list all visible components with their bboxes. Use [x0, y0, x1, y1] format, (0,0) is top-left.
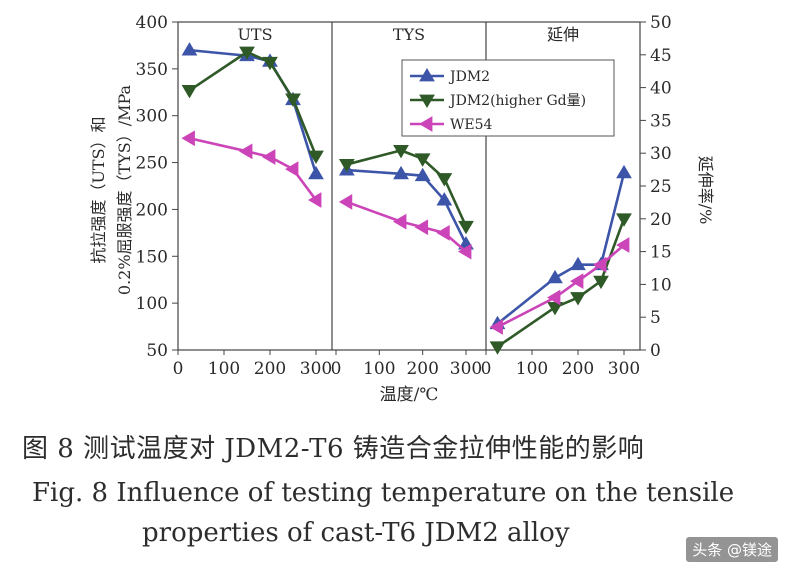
- panel-title: TYS: [393, 25, 425, 44]
- data-point: [308, 165, 324, 180]
- x-tick-label: 100: [208, 359, 240, 379]
- data-point: [414, 153, 431, 167]
- data-point: [239, 46, 255, 60]
- x-tick-label: 300: [608, 359, 640, 379]
- data-point: [570, 292, 586, 306]
- legend-marker: [419, 116, 433, 132]
- data-point: [489, 319, 503, 335]
- y-tick-label-left: 100: [136, 294, 168, 314]
- y-tick-label-left: 200: [136, 200, 168, 220]
- x-tick-label: 100: [516, 359, 548, 379]
- legend-label: JDM2(higher Gd量): [448, 93, 586, 109]
- data-point: [414, 167, 431, 182]
- y-tick-label-left: 350: [136, 60, 168, 80]
- x-axis-label: 温度/℃: [380, 385, 439, 405]
- y-tick-label-left: 250: [136, 154, 168, 174]
- data-point: [458, 220, 474, 235]
- data-point: [308, 192, 322, 208]
- data-point: [262, 149, 276, 165]
- data-point: [458, 243, 472, 260]
- y-axis-label-right: 延伸率/%: [696, 156, 715, 225]
- y-tick-label-right: 45: [650, 46, 672, 66]
- series-line: [346, 149, 468, 227]
- y-tick-label-right: 5: [650, 308, 661, 328]
- data-point: [181, 85, 198, 99]
- x-tick-label: 0: [173, 359, 184, 379]
- data-point: [393, 144, 409, 159]
- data-point: [547, 289, 561, 306]
- y-tick-label-left: 50: [146, 341, 168, 361]
- data-point: [181, 42, 198, 56]
- legend-label: WE54: [450, 117, 493, 133]
- x-tick-label: 300: [450, 359, 482, 379]
- data-point: [489, 341, 506, 355]
- y-tick-label-right: 0: [650, 341, 661, 361]
- y-tick-label-right: 25: [650, 177, 672, 197]
- data-point: [393, 213, 407, 230]
- x-tick-label: 0: [481, 359, 492, 379]
- data-point: [570, 273, 584, 289]
- y-tick-label-right: 50: [650, 13, 672, 33]
- data-point: [414, 219, 429, 236]
- data-point: [239, 143, 253, 160]
- x-tick-label: 300: [300, 359, 332, 379]
- series-line: [496, 244, 625, 329]
- data-point: [436, 224, 450, 241]
- x-tick-label: 100: [363, 359, 395, 379]
- y-tick-label-right: 35: [650, 111, 672, 131]
- y-tick-label-right: 15: [650, 243, 672, 263]
- data-point: [547, 301, 563, 316]
- data-point: [570, 256, 586, 271]
- y-axis-label-left: 抗拉强度（UTS）和: [89, 116, 108, 263]
- legend-marker: [419, 94, 435, 108]
- data-point: [262, 56, 278, 71]
- x-tick-label: 200: [254, 359, 286, 379]
- data-point: [593, 275, 609, 290]
- y-tick-label-right: 30: [650, 144, 672, 164]
- data-point: [616, 213, 632, 227]
- figure-caption-chinese: 图 8 测试温度对 JDM2-T6 铸造合金拉伸性能的影响: [22, 434, 645, 464]
- figure-caption-english-line2: properties of cast-T6 JDM2 alloy: [142, 518, 570, 548]
- y-tick-label-right: 10: [650, 275, 672, 295]
- series-line: [496, 172, 626, 325]
- y-tick-label-left: 150: [136, 247, 168, 267]
- data-point: [285, 93, 301, 107]
- x-tick-label: 200: [562, 359, 594, 379]
- watermark: 头条 @镁途: [686, 537, 778, 562]
- data-point: [436, 192, 453, 206]
- data-point: [547, 269, 563, 284]
- panel-title: UTS: [237, 25, 272, 44]
- y-tick-label-right: 20: [650, 210, 672, 230]
- legend-label: JDM2: [448, 69, 490, 85]
- data-point: [308, 150, 324, 164]
- tensile-properties-chart: 50 100 150 200 250 300 350 400 0 5 10 15 20 25 30 35 40 4…: [89, 13, 715, 405]
- data-point: [338, 159, 355, 173]
- figure-caption-english-line1: Fig. 8 Influence of testing temperature …: [32, 478, 735, 508]
- data-point: [616, 164, 632, 179]
- y-tick-label-right: 40: [650, 79, 672, 99]
- data-point: [616, 237, 630, 253]
- y-axis-label-left: 0.2%屈服强度（TYS）/MPa: [115, 84, 134, 295]
- data-point: [436, 173, 453, 187]
- data-point: [393, 165, 409, 180]
- data-point: [593, 256, 607, 273]
- y-tick-label-left: 400: [136, 13, 168, 33]
- data-point: [338, 194, 353, 210]
- panel-title: 延伸: [547, 25, 579, 44]
- legend-marker: [419, 68, 435, 82]
- x-tick-label: 0: [331, 359, 342, 379]
- y-tick-label-left: 300: [136, 107, 168, 127]
- x-tick-label: 200: [406, 359, 438, 379]
- data-point: [181, 130, 195, 147]
- data-point: [285, 161, 299, 178]
